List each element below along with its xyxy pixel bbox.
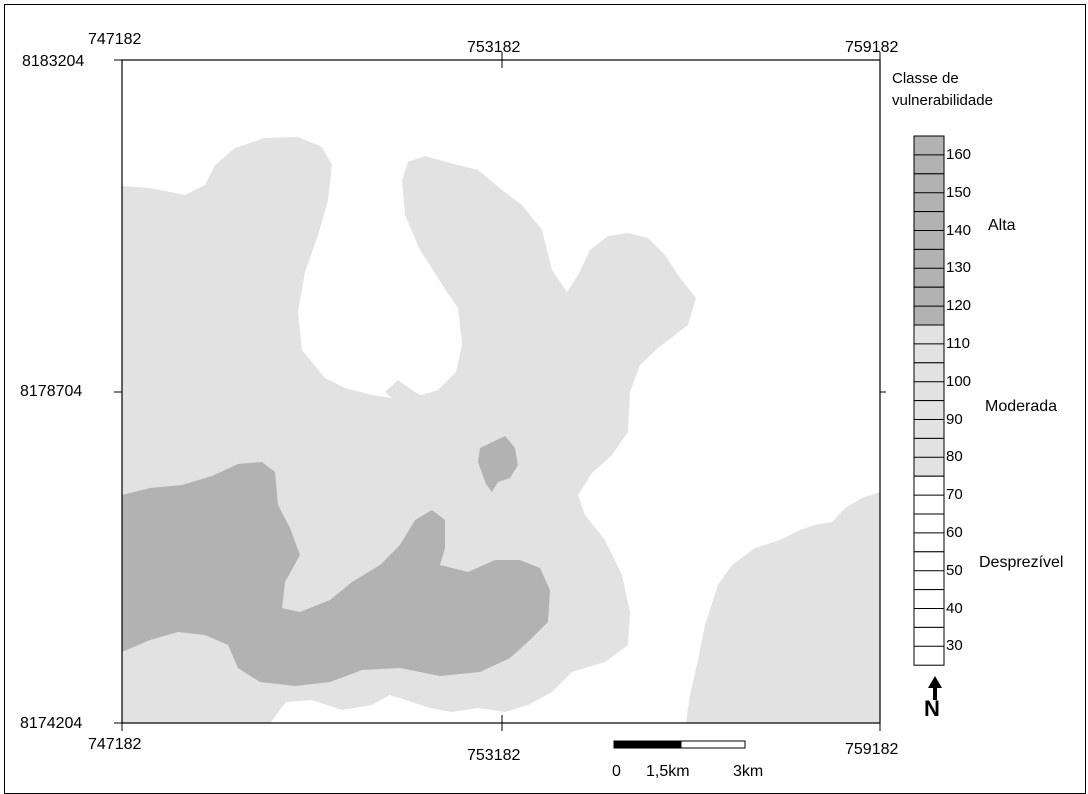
coord-mid-left-y: 8178704 — [20, 383, 83, 400]
coord-top-left-x: 747182 — [88, 31, 142, 48]
scale-label-3km: 3km — [733, 763, 764, 780]
scale-bar-white-segment — [680, 740, 746, 749]
legend-value-130: 130 — [946, 259, 972, 277]
legend-value-70: 70 — [946, 486, 963, 504]
scale-label-1-5km: 1,5km — [646, 763, 690, 780]
zone-moderate-patch — [385, 380, 470, 498]
coord-top-right-x: 759182 — [845, 39, 899, 56]
legend-value-40: 40 — [946, 599, 963, 617]
legend-title-line1: Classe de — [892, 70, 959, 87]
legend-value-60: 60 — [946, 523, 963, 541]
legend-value-120: 120 — [946, 297, 972, 315]
legend-value-50: 50 — [946, 561, 963, 579]
legend-title-line2: vulnerabilidade — [892, 92, 993, 109]
coord-bottom-center-x: 753182 — [467, 747, 521, 764]
legend-value-110: 110 — [946, 334, 970, 352]
scale-label-0: 0 — [612, 763, 621, 780]
legend-value-30: 30 — [946, 637, 963, 655]
legend-value-160: 160 — [946, 145, 972, 163]
legend-value-150: 150 — [946, 183, 972, 201]
coord-top-center-x: 753182 — [467, 39, 521, 56]
legend-value-140: 140 — [946, 221, 972, 239]
legend-value-100: 100 — [946, 372, 972, 390]
north-label: N — [924, 696, 940, 721]
zone-moderate-right — [686, 492, 880, 723]
north-arrow-icon — [928, 676, 942, 700]
legend-title: Classe de vulnerabilidade — [892, 68, 993, 112]
legend-class-negligible: Desprezível — [979, 554, 1064, 571]
zone-high-small — [478, 436, 518, 492]
zone-negligible-inner — [300, 182, 462, 398]
coord-bottom-right-x: 759182 — [845, 741, 899, 758]
coord-top-left-y: 8183204 — [22, 53, 85, 70]
legend-class-high: Alta — [988, 217, 1016, 234]
legend-value-80: 80 — [946, 448, 963, 466]
coord-bottom-left-y: 8174204 — [20, 715, 83, 732]
zone-high-main — [122, 462, 550, 686]
legend-value-90: 90 — [946, 410, 963, 428]
legend-class-moderate: Moderada — [985, 398, 1058, 415]
coord-bottom-left-x: 747182 — [88, 736, 142, 753]
